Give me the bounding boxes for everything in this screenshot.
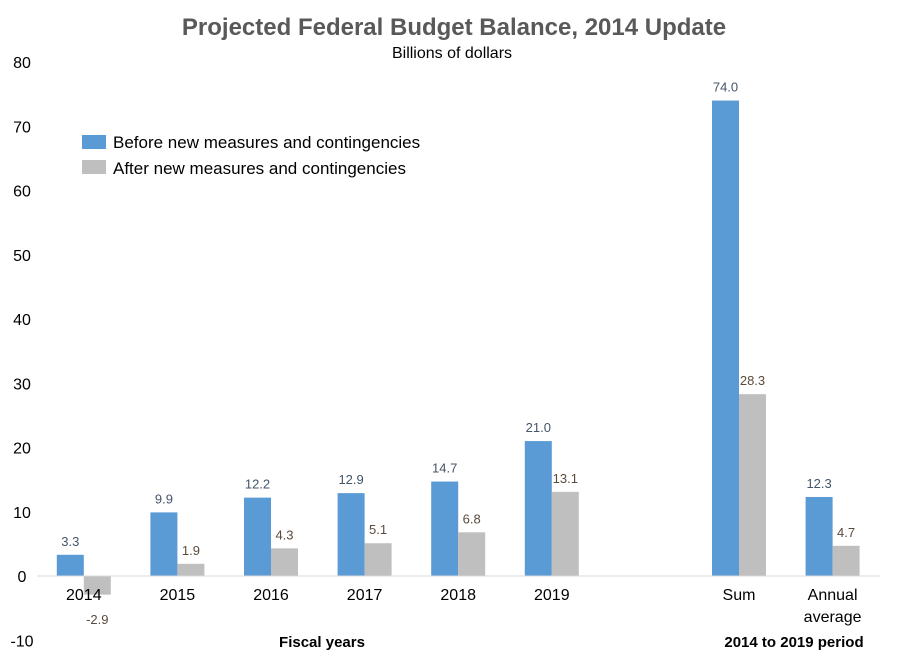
x-category-label: 2018 xyxy=(440,587,476,604)
data-label: 9.9 xyxy=(155,491,173,506)
legend: Before new measures and contingencies Af… xyxy=(82,133,420,178)
bar-before-4 xyxy=(431,481,459,576)
data-label: 14.7 xyxy=(432,461,457,476)
bar-after-8 xyxy=(832,545,860,576)
y-tick-label: 50 xyxy=(13,248,31,265)
bar-before-7 xyxy=(712,100,739,577)
data-label: 28.3 xyxy=(740,373,765,388)
x-category-label: 2014 xyxy=(66,587,102,604)
chart-title: Projected Federal Budget Balance, 2014 U… xyxy=(182,14,726,41)
data-label: 6.8 xyxy=(463,511,481,526)
data-label: 12.2 xyxy=(245,477,270,492)
y-tick-label: 10 xyxy=(13,505,31,522)
data-label: 12.9 xyxy=(338,472,363,487)
y-tick-label: 40 xyxy=(13,312,31,329)
y-tick-label: -10 xyxy=(10,633,33,650)
x-category-label: Annual xyxy=(808,587,858,604)
bar-after-4 xyxy=(458,532,486,576)
data-label: 4.3 xyxy=(275,527,293,542)
bar-before-8 xyxy=(805,496,833,576)
y-tick-label: 30 xyxy=(13,376,31,393)
bar-after-2 xyxy=(271,548,298,576)
chart-subtitle: Billions of dollars xyxy=(392,45,512,62)
legend-label-before: Before new measures and contingencies xyxy=(113,133,420,152)
bar-before-3 xyxy=(337,493,365,576)
y-tick-label: 70 xyxy=(13,119,31,136)
legend-label-after: After new measures and contingencies xyxy=(113,159,406,178)
data-label: 3.3 xyxy=(61,534,79,549)
data-label: 1.9 xyxy=(182,543,200,558)
bar-after-0 xyxy=(83,576,111,595)
group-label-fiscal-years: Fiscal years xyxy=(279,634,365,651)
group-label-period: 2014 to 2019 period xyxy=(724,634,863,651)
x-category-label: average xyxy=(804,609,862,626)
legend-swatch-before xyxy=(82,135,106,149)
bar-before-2 xyxy=(244,497,271,576)
y-tick-label: 80 xyxy=(13,55,31,72)
bar-before-5 xyxy=(524,441,552,576)
y-tick-label: 20 xyxy=(13,441,31,458)
data-label: -2.9 xyxy=(86,612,108,627)
data-label: 5.1 xyxy=(369,522,387,537)
bar-after-7 xyxy=(739,394,766,576)
y-tick-label: 0 xyxy=(18,569,27,586)
y-tick-label: 60 xyxy=(13,184,31,201)
x-category-label: 2015 xyxy=(160,587,196,604)
bar-after-5 xyxy=(551,491,579,576)
bar-before-0 xyxy=(56,554,84,576)
bar-after-1 xyxy=(177,563,205,576)
legend-swatch-after xyxy=(82,160,106,174)
bar-after-3 xyxy=(364,543,392,576)
data-label: 13.1 xyxy=(553,471,578,486)
data-label: 74.0 xyxy=(713,80,738,95)
data-label: 4.7 xyxy=(837,525,855,540)
data-label: 21.0 xyxy=(526,420,551,435)
x-category-label: Sum xyxy=(723,587,756,604)
bar-before-1 xyxy=(150,512,178,576)
x-category-label: 2016 xyxy=(253,587,289,604)
x-category-label: 2019 xyxy=(534,587,570,604)
data-label: 12.3 xyxy=(806,476,831,491)
x-category-label: 2017 xyxy=(347,587,383,604)
